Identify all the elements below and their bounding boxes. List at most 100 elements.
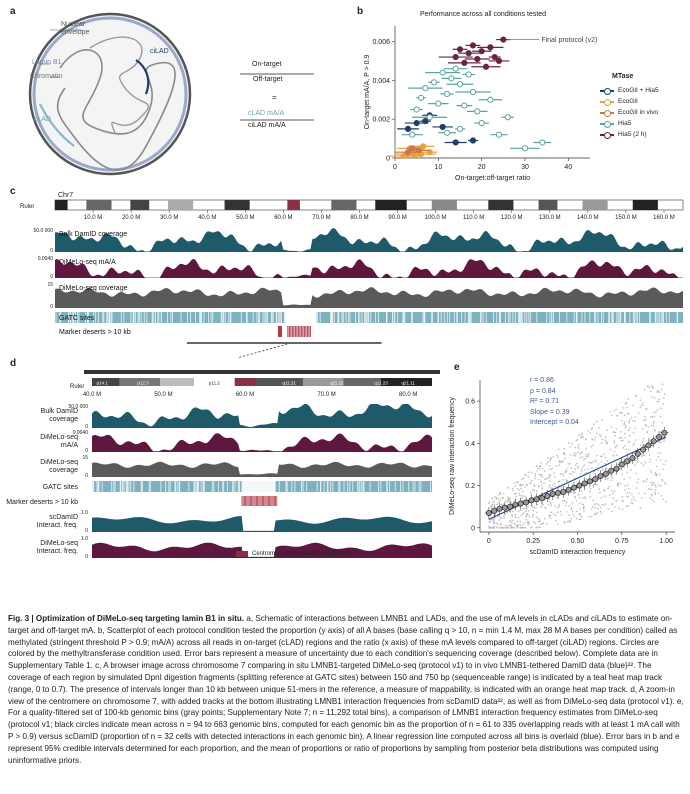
y-tick-label: 0.004	[372, 78, 390, 85]
ideogram-band	[302, 378, 344, 386]
bin-point	[608, 485, 610, 488]
gatc-gap	[88, 312, 89, 323]
desert-mark	[287, 326, 289, 337]
gatc-gap	[575, 312, 577, 323]
gatc-gap	[55, 312, 57, 323]
bin-point	[651, 416, 654, 418]
bin-point	[627, 398, 630, 400]
bin-point	[533, 489, 536, 492]
track-label-gatc: GATC sites	[59, 315, 95, 322]
bin-point	[603, 439, 606, 441]
legend-hor-swatch	[236, 551, 248, 557]
bin-point	[594, 506, 596, 509]
bin-point	[505, 524, 507, 527]
gatc-gap	[485, 312, 487, 323]
bin-point	[590, 508, 593, 510]
data-point	[452, 53, 459, 61]
gatc-gap	[316, 481, 318, 492]
x-axis-label: On-target:off-target ratio	[455, 175, 530, 182]
cLAD-segment	[39, 103, 75, 147]
desert-mark	[248, 496, 250, 506]
bin-mean-point	[491, 507, 498, 514]
gatc-gap	[178, 481, 180, 492]
bin-point	[525, 514, 528, 516]
bin-point	[510, 525, 513, 528]
gatc-gap	[109, 312, 110, 323]
bin-point	[587, 454, 589, 456]
bin-point	[574, 446, 577, 449]
data-point	[413, 106, 420, 113]
bin-point	[542, 503, 545, 506]
bin-point	[514, 515, 517, 517]
y-tick-label: 0.4	[465, 441, 475, 448]
bin-point	[562, 478, 564, 481]
bin-point	[536, 503, 539, 506]
gatc-gap	[566, 312, 568, 323]
bin-point	[662, 403, 665, 405]
bin-point	[584, 496, 586, 498]
gatc-gap	[420, 481, 422, 492]
gatc-gap	[278, 312, 280, 323]
gatc-gap	[133, 312, 135, 323]
bin-point	[655, 474, 658, 477]
track-scale-top: 15	[82, 455, 88, 461]
ruler-tick-label: 60.0 M	[274, 215, 292, 221]
gatc-gap	[332, 312, 333, 323]
bin-point	[556, 496, 559, 499]
bin-point	[647, 426, 650, 428]
ruler-tick-label: 40.0 M	[198, 215, 216, 221]
gatc-gap	[59, 312, 61, 323]
bin-point	[560, 487, 563, 489]
bin-point	[605, 440, 607, 443]
gatc-gap	[106, 312, 108, 323]
bin-point	[519, 484, 522, 487]
bin-point	[628, 434, 631, 437]
bin-point	[591, 467, 593, 469]
bin-point	[571, 501, 574, 504]
data-point	[409, 145, 416, 152]
desert-mark	[266, 496, 268, 506]
band-label: q11.23	[374, 381, 388, 386]
bin-point	[599, 435, 602, 437]
bin-point	[624, 436, 627, 439]
bin-point	[577, 493, 580, 496]
gatc-gap	[327, 481, 329, 492]
bin-point	[564, 471, 567, 474]
bin-mean-point	[581, 480, 588, 487]
track-scale-top: 15	[47, 282, 53, 288]
bin-point	[639, 507, 642, 510]
bin-point	[642, 401, 644, 404]
bin-point	[626, 471, 629, 474]
bin-point	[517, 510, 520, 513]
bin-point	[532, 509, 534, 512]
bin-point	[519, 494, 521, 497]
bin-point	[541, 476, 544, 479]
data-point	[482, 63, 490, 70]
legend-item: Hia5	[600, 118, 659, 129]
ratio-equals: =	[272, 93, 277, 102]
gatc-gap	[512, 312, 514, 323]
bin-point	[650, 488, 653, 491]
gatc-gap	[358, 312, 360, 323]
data-point	[452, 65, 459, 72]
gatc-gap	[87, 312, 88, 323]
bin-point	[567, 441, 570, 444]
bin-point	[641, 455, 644, 457]
gatc-gap	[438, 312, 439, 323]
bin-point	[654, 473, 656, 476]
gatc-gap	[402, 312, 404, 323]
panel-e-label: e	[454, 362, 460, 373]
gatc-gap	[430, 481, 432, 492]
bin-point	[525, 515, 527, 518]
bin-point	[567, 467, 569, 470]
bin-point	[613, 410, 615, 412]
gatc-gap	[240, 312, 242, 323]
bin-point	[612, 455, 615, 457]
bin-point	[540, 505, 543, 508]
gatc-gap	[394, 312, 396, 323]
bin-point	[590, 487, 592, 490]
bin-point	[654, 491, 656, 494]
desert-mark	[245, 496, 246, 506]
gatc-gap	[449, 312, 451, 323]
bin-point	[663, 397, 665, 399]
